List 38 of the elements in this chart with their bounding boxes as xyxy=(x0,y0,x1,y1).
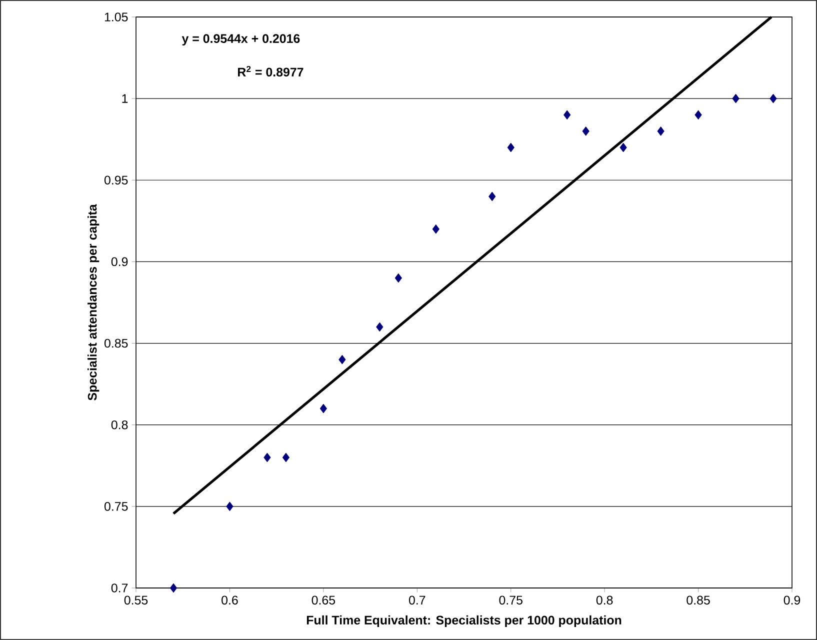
y-tick-label: 0.95 xyxy=(104,176,128,185)
point xyxy=(320,404,328,414)
x-tick-label: 0.65 xyxy=(312,596,336,605)
point xyxy=(264,452,271,462)
point xyxy=(376,322,384,332)
point xyxy=(620,142,627,152)
point xyxy=(732,94,740,104)
point xyxy=(170,583,178,593)
point xyxy=(507,142,514,152)
point xyxy=(338,354,346,364)
x-tick-label: 0.85 xyxy=(686,596,710,605)
annotation: y = 0.9544x + 0.2016 xyxy=(182,34,300,46)
x-tick-label: 0.75 xyxy=(499,596,522,605)
x-tick-label: 0.55 xyxy=(124,596,148,605)
point xyxy=(432,224,440,234)
point xyxy=(394,273,402,283)
x-tick-label: 0.7 xyxy=(408,596,426,605)
y-tick-label: 0.8 xyxy=(111,420,128,430)
point xyxy=(226,502,234,512)
x-axis-title: Full Time Equivalent: Specialists per 1000 population xyxy=(306,615,622,628)
point xyxy=(694,110,702,120)
point xyxy=(282,452,290,462)
x-tick-label: 0.9 xyxy=(784,596,800,605)
y-tick-label: 0.7 xyxy=(111,584,128,592)
y-tick-label: 1 xyxy=(122,94,128,103)
point xyxy=(582,126,590,136)
y-tick-label: 1.05 xyxy=(104,12,128,22)
point xyxy=(770,94,777,104)
point xyxy=(657,126,664,136)
y-tick-label: 0.9 xyxy=(111,257,128,266)
y-tick-label: 0.75 xyxy=(104,502,128,511)
y-tick-label: 0.85 xyxy=(104,338,128,348)
x-tick-label: 0.6 xyxy=(222,596,238,605)
y-axis-title: Specialist attendances per capita xyxy=(88,204,100,400)
point xyxy=(564,110,571,120)
point xyxy=(488,192,496,202)
annotation: R$^{2}$ = 0.8977 xyxy=(238,66,304,77)
x-tick-label: 0.8 xyxy=(596,596,613,605)
